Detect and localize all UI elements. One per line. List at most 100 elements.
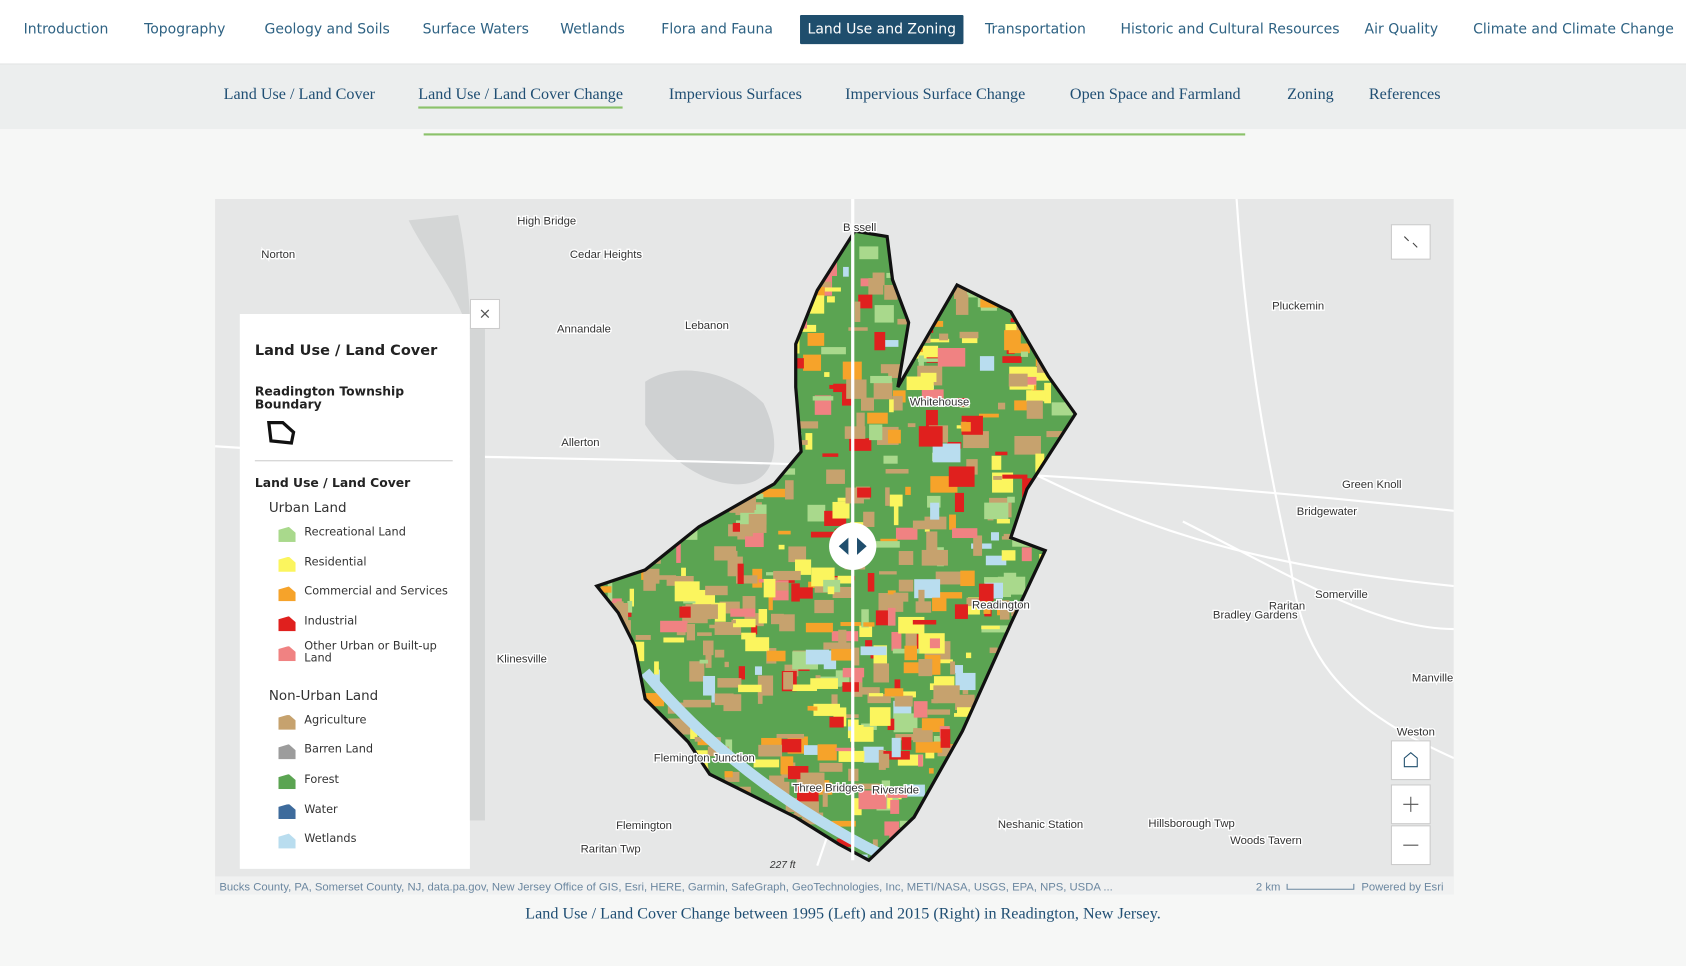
legend-group: Urban Land [268, 498, 347, 516]
land-patch [889, 399, 894, 413]
scrollbar[interactable] [469, 327, 485, 821]
nav-tab[interactable]: Wetlands [560, 21, 625, 38]
land-patch [741, 632, 756, 640]
land-patch [863, 511, 875, 527]
nav-tab[interactable]: Surface Waters [422, 21, 529, 38]
land-patch [963, 431, 989, 449]
place-label: Klinesville [497, 653, 547, 665]
land-patch [891, 631, 902, 651]
powered-by[interactable]: Powered by Esri [1361, 881, 1443, 893]
land-patch [635, 635, 651, 640]
land-patch [719, 601, 740, 614]
sub-tab[interactable]: Impervious Surface Change [845, 86, 1026, 104]
nav-tab[interactable]: Geology and Soils [264, 21, 390, 38]
land-patch [776, 733, 805, 739]
nav-tab[interactable]: Transportation [984, 21, 1086, 38]
land-patch [952, 528, 978, 539]
land-patch [859, 625, 873, 638]
nav-tab[interactable]: Flora and Fauna [661, 21, 773, 38]
land-patch [822, 453, 839, 457]
land-patch [840, 622, 861, 627]
land-patch [955, 694, 975, 711]
land-patch [926, 531, 938, 551]
divider [423, 133, 1246, 136]
sub-tab[interactable]: Land Use / Land Cover Change [418, 86, 624, 109]
legend-item: Commercial and Services [304, 585, 448, 599]
sub-tab[interactable]: Open Space and Farmland [1069, 86, 1241, 104]
legend-swatch [278, 646, 296, 662]
land-patch [709, 604, 718, 619]
legend-item: Other Urban or Built-up Land [304, 639, 437, 665]
land-patch [810, 678, 838, 689]
land-patch [629, 588, 635, 607]
fullscreen-button[interactable] [1390, 224, 1431, 260]
river [641, 668, 885, 860]
land-patch [858, 790, 887, 810]
legend-item: Barren Land [304, 743, 374, 757]
place-label: Three Bridges [792, 782, 863, 794]
place-labels: High Bridge Cedar Heights Norton Annandale L… [260, 214, 1454, 857]
boundary-label: Readington Township Boundary [254, 383, 405, 412]
nav-tab[interactable]: Introduction [23, 21, 109, 38]
home-button[interactable] [1390, 740, 1431, 781]
legend-swatch [278, 616, 296, 632]
land-patch [907, 423, 916, 428]
nav-tab[interactable]: Air Quality [1364, 21, 1439, 38]
land-patch [788, 546, 807, 563]
sub-tab[interactable]: References [1368, 86, 1441, 104]
land-patch [879, 571, 897, 575]
land-patch [895, 734, 914, 741]
township-boundary [594, 229, 1078, 863]
nav-tab[interactable]: Topography [144, 21, 226, 38]
land-patch [898, 616, 925, 634]
map[interactable]: High Bridge Cedar Heights Norton Annandale L… [215, 198, 1454, 895]
land-patch [939, 333, 949, 341]
land-patch [795, 587, 813, 599]
land-patch [930, 338, 950, 343]
land-patch [913, 730, 933, 743]
land-patch [874, 305, 894, 323]
land-patch [761, 488, 786, 498]
sub-tab[interactable]: Land Use / Land Cover [223, 86, 376, 104]
land-patch [1021, 547, 1032, 562]
nav-tab[interactable]: Historic and Cultural Resources [1120, 21, 1340, 38]
close-legend[interactable]: × [469, 298, 501, 330]
land-patch [738, 684, 762, 693]
water [408, 215, 474, 350]
land-patch [683, 699, 711, 708]
place-label: Woods Tavern [1230, 835, 1302, 847]
land-patch [821, 347, 846, 355]
legend-item: Industrial [304, 615, 358, 629]
nav-tab[interactable]: Climate and Climate Change [1473, 21, 1674, 38]
land-patch [887, 718, 895, 731]
nav-tab[interactable]: Land Use and Zoning [800, 15, 964, 45]
place-label: Readington [972, 600, 1030, 612]
land-patch [893, 505, 899, 526]
land-patch [681, 567, 686, 585]
swipe-handle[interactable] [829, 522, 877, 570]
legend-swatch [278, 774, 296, 790]
attribution-bar [215, 876, 1454, 895]
land-patch [660, 620, 688, 633]
land-patch [898, 551, 914, 565]
land-patch [998, 402, 1006, 410]
place-label: Bridgewater [1297, 506, 1357, 518]
land-patch [885, 469, 909, 474]
land-patch [829, 716, 844, 728]
land-patch [927, 495, 941, 508]
land-patch [1001, 536, 1016, 540]
land-patch [928, 659, 953, 664]
land-patch [884, 284, 898, 300]
land-patch [854, 301, 861, 322]
land-patch [921, 549, 948, 566]
place-label: Hillsborough Twp [1148, 818, 1234, 830]
land-patch [761, 737, 782, 747]
place-label: Bradley Gardens [1213, 609, 1298, 621]
sub-tab[interactable]: Zoning [1287, 86, 1334, 104]
land-patch [702, 640, 714, 656]
land-patch [823, 579, 841, 593]
sub-tab[interactable]: Impervious Surfaces [668, 86, 802, 104]
land-patch [895, 527, 918, 540]
